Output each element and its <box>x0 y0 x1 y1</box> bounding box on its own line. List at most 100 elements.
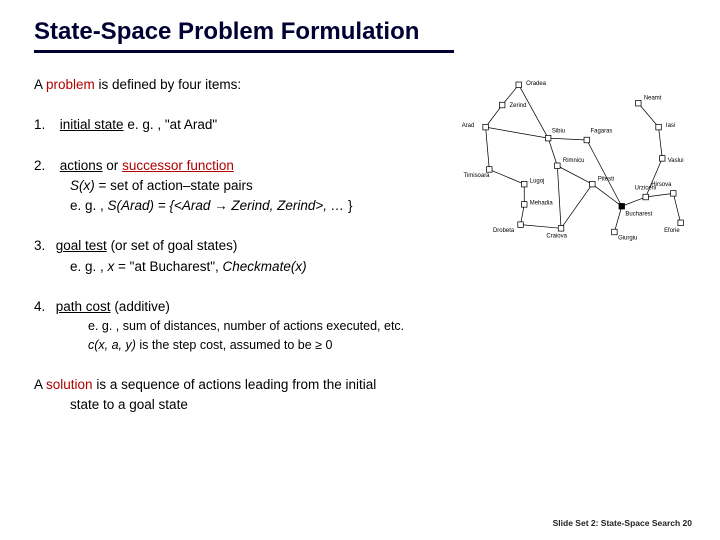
map-edge <box>521 225 561 229</box>
closing-keyword: solution <box>46 377 93 392</box>
intro-suffix: is defined by four items: <box>95 77 241 92</box>
item-4-label: path cost <box>56 299 111 314</box>
map-node <box>521 202 527 208</box>
map-node <box>590 181 596 187</box>
closing-prefix: A <box>34 377 46 392</box>
closing-line2: state to a goal state <box>34 395 690 415</box>
map-node <box>558 226 564 232</box>
item-2-sx: S(x) <box>70 178 95 193</box>
map-edge <box>622 197 646 206</box>
map-node <box>555 163 561 169</box>
map-svg: Oradea Zerind Arad Timisoara Lugoj Mehadia Dro… <box>458 68 688 258</box>
item-2-line3c: Zerind, Zerind>, … <box>228 198 348 213</box>
item-1-label: initial state <box>60 117 124 132</box>
item-4-suffix: (additive) <box>111 299 170 314</box>
map-label: Vaslui <box>668 158 684 164</box>
map-label: Pitesti <box>598 176 614 182</box>
map-label: Arad <box>462 123 475 129</box>
item-2-label1: actions <box>60 158 103 173</box>
item-3-line2c: = "at Bucharest", <box>114 259 222 274</box>
intro-prefix: A <box>34 77 46 92</box>
map-edge <box>548 138 557 166</box>
map-node <box>678 220 684 226</box>
map-label: Neamt <box>644 96 662 102</box>
map-node <box>659 156 665 162</box>
intro-keyword: problem <box>46 77 95 92</box>
arrow-icon: → <box>214 198 228 213</box>
item-4-line2: e. g. , sum of distances, number of acti… <box>34 317 690 336</box>
map-node <box>636 100 642 106</box>
map-node <box>584 137 590 143</box>
map-node <box>487 167 493 173</box>
slide-title: State-Space Problem Formulation <box>34 18 690 46</box>
item-3-num: 3. <box>34 236 52 256</box>
item-3-suffix: (or set of goal states) <box>107 238 238 253</box>
map-node <box>499 102 505 108</box>
item-2-num: 2. <box>34 156 56 176</box>
item-3-label: goal test <box>56 238 107 253</box>
map-label: Timisoara <box>464 173 491 179</box>
map-edge <box>646 193 674 197</box>
romania-map: Oradea Zerind Arad Timisoara Lugoj Mehadia Dro… <box>458 68 688 258</box>
map-label: Giurgiu <box>618 235 637 241</box>
map-label: Oradea <box>526 81 547 87</box>
item-2-label2: successor function <box>122 158 234 173</box>
map-label: Mehadia <box>530 200 554 206</box>
map-node <box>619 203 625 209</box>
map-label: Rimnicu <box>563 158 585 164</box>
map-edge <box>489 169 524 184</box>
item-1-num: 1. <box>34 115 56 135</box>
map-node <box>483 124 489 130</box>
map-node <box>671 191 677 197</box>
item-2-line3a: e. g. , <box>70 198 108 213</box>
item-2-or: or <box>103 158 123 173</box>
map-edge <box>519 85 548 138</box>
map-edge <box>486 127 549 138</box>
map-label: Sibiu <box>552 129 565 135</box>
slide-footer: Slide Set 2: State-Space Search 20 <box>553 518 692 528</box>
map-node <box>518 222 524 228</box>
map-label: Fagaras <box>590 129 612 135</box>
item-4-num: 4. <box>34 297 52 317</box>
item-3-line2d: Checkmate(x) <box>223 259 307 274</box>
closing-suffix: is a sequence of actions leading from th… <box>93 377 377 392</box>
map-label: Iasi <box>666 123 675 129</box>
item-4: 4. path cost (additive) e. g. , sum of d… <box>34 297 690 355</box>
slide-container: State-Space Problem Formulation Oradea Ze… <box>0 0 720 540</box>
map-edge <box>587 140 622 206</box>
item-4-line3b: is the step cost, assumed to be ≥ 0 <box>136 338 333 352</box>
item-2-line3b: S(Arad) = {<Arad <box>108 198 215 213</box>
map-edge <box>638 103 658 127</box>
item-2-line3d: } <box>348 198 353 213</box>
map-label: Hirsova <box>651 182 672 188</box>
item-1-example: e. g. , "at Arad" <box>124 117 218 132</box>
item-4-line3a: c(x, a, y) <box>88 338 136 352</box>
item-4-line3: c(x, a, y) is the step cost, assumed to … <box>34 336 690 355</box>
closing: A solution is a sequence of actions lead… <box>34 375 690 416</box>
map-node <box>612 229 618 235</box>
map-node <box>656 124 662 130</box>
map-label: Drobeta <box>493 228 515 234</box>
map-label: Lugoj <box>530 178 545 184</box>
map-label: Bucharest <box>625 211 652 217</box>
map-node <box>516 82 522 88</box>
map-edge <box>659 127 663 158</box>
map-label: Craiova <box>546 234 567 240</box>
item-2-line2b: = set of action–state pairs <box>95 178 253 193</box>
map-node <box>521 181 527 187</box>
map-edge <box>592 184 621 206</box>
map-edge <box>548 138 587 140</box>
map-edge <box>561 184 592 228</box>
map-label: Zerind <box>510 103 527 109</box>
item-3-line2: e. g. , x = "at Bucharest", Checkmate(x) <box>34 257 690 277</box>
map-edge <box>673 193 680 222</box>
map-edge <box>557 166 561 229</box>
map-node <box>545 135 551 141</box>
map-edge <box>614 206 621 232</box>
map-edge <box>557 166 592 184</box>
map-node <box>643 194 649 200</box>
map-edge <box>486 105 503 127</box>
map-edge <box>486 127 490 169</box>
item-3-line2a: e. g. , <box>70 259 108 274</box>
map-label: Eforie <box>664 228 680 234</box>
